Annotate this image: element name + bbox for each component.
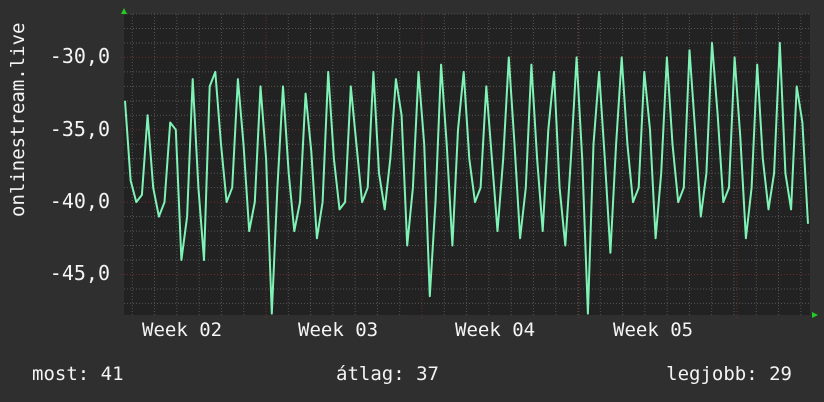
- x-axis-arrow: [812, 312, 818, 318]
- x-tick-label: Week 03: [298, 319, 379, 341]
- y-tick-label: -40,0: [49, 189, 110, 214]
- y-axis-label: onlinestream.live: [7, 22, 29, 217]
- x-tick-label: Week 02: [142, 319, 223, 341]
- legend-max: legjobb: 29: [666, 363, 792, 385]
- legend-current: most: 41: [32, 363, 124, 385]
- y-axis-arrow: [121, 8, 127, 14]
- y-tick-label: -30,0: [49, 44, 110, 69]
- series-line: [124, 41, 809, 315]
- x-tick-label: Week 04: [455, 319, 536, 341]
- y-tick-label: -45,0: [49, 261, 110, 286]
- legend-average: átlag: 37: [336, 363, 439, 385]
- y-tick-label: -35,0: [49, 116, 110, 141]
- x-tick-label: Week 05: [613, 319, 694, 341]
